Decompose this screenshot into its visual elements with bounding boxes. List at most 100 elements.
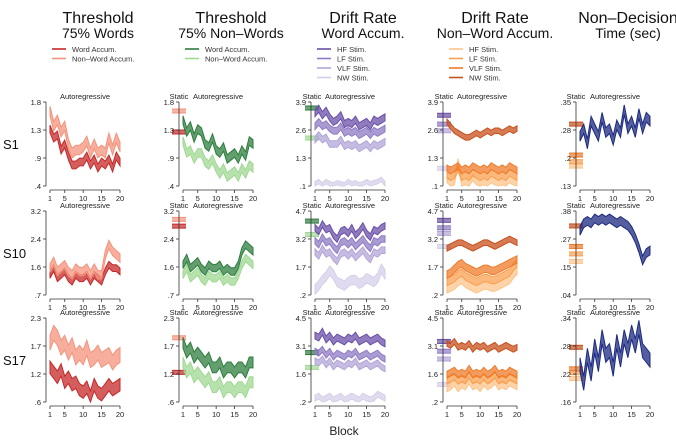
autoregressive-label: Autoregressive [60,92,110,101]
y-tick-label: .16 [561,398,571,407]
static-marker [305,219,319,224]
x-tick-label: 1 [181,410,185,419]
series-band-3 [314,131,386,153]
series-band-1 [314,219,386,244]
y-tick-label: .34 [561,314,571,323]
x-tick-label: 1 [181,194,185,203]
y-tick-label: .1 [432,182,438,191]
autoregressive-label: Autoregressive [590,92,640,101]
series-band-4 [446,117,518,141]
series-band-4 [446,337,518,354]
y-tick-label: 2.3 [164,314,174,323]
series-band-1 [579,104,651,149]
y-tick-label: .04 [561,291,571,300]
y-tick-label: .2 [300,398,306,407]
y-tick-label: 3.1 [296,342,306,351]
x-tick-label: 15 [230,410,238,419]
y-tick-label: 1.7 [428,263,438,272]
x-tick-label: 5 [593,194,597,203]
x-tick-label: 1 [578,194,582,203]
static-label: Static [435,92,454,101]
legend-label: Non–Word Accum. [205,55,267,64]
static-marker [437,113,451,118]
legend-label: Word Accum. [72,45,116,54]
column-title-1: Threshold [62,10,133,27]
y-tick-label: .9 [168,154,174,163]
x-tick-label: 20 [646,410,654,419]
x-tick-label: 1 [313,410,317,419]
static-label: Static [170,92,189,101]
x-tick-label: 10 [79,410,87,419]
legend-label: LF Stim. [337,55,365,64]
y-tick-label: .4 [35,182,41,191]
static-label: Static [567,308,586,317]
static-marker [305,106,319,110]
autoregressive-label: Autoregressive [193,201,243,210]
x-tick-label: 1 [313,303,317,312]
x-tick-label: 15 [230,303,238,312]
x-tick-label: 20 [249,410,257,419]
x-tick-label: 5 [196,410,200,419]
x-tick-label: 5 [593,410,597,419]
y-tick-label: 1.6 [428,370,438,379]
series-band-2 [49,106,121,160]
static-label: Static [435,201,454,210]
y-tick-label: 4.7 [428,207,438,216]
static-marker [305,350,319,355]
legend-label: VLF Stim. [337,64,370,73]
x-tick-label: 15 [494,194,502,203]
x-tick-label: 5 [328,410,332,419]
static-label: Static [435,308,454,317]
static-marker [437,218,451,223]
x-tick-label: 15 [362,410,370,419]
column-subtitle-2: 75% Non–Words [178,25,284,41]
static-marker [437,122,451,127]
autoregressive-label: Autoregressive [60,308,110,317]
x-tick-label: 10 [344,303,352,312]
series-band-2 [182,253,254,287]
y-tick-label: .15 [561,263,571,272]
autoregressive-label: Autoregressive [457,201,507,210]
series-band-4 [446,235,518,252]
x-tick-label: 15 [494,303,502,312]
legend-label: NW Stim. [469,74,501,83]
y-tick-label: 1.8 [31,98,41,107]
series-band-3 [314,244,386,266]
x-tick-label: 15 [362,194,370,203]
x-tick-label: 15 [97,194,105,203]
static-marker [437,128,451,133]
static-marker [437,339,451,344]
x-tick-label: 20 [116,303,124,312]
column-title-4: Drift Rate [461,10,529,27]
x-tick-label: 20 [381,410,389,419]
autoregressive-label: Autoregressive [457,92,507,101]
x-tick-label: 1 [48,194,52,203]
y-tick-label: .7 [168,291,174,300]
y-tick-label: 1.7 [31,342,41,351]
y-tick-label: 3.2 [164,207,174,216]
y-tick-label: 1.7 [164,342,174,351]
autoregressive-label: Autoregressive [60,201,110,210]
autoregressive-label: Autoregressive [325,201,375,210]
legend-label: Word Accum. [205,45,249,54]
x-tick-label: 5 [328,194,332,203]
series-band-2 [182,356,254,399]
static-label: Static [567,201,586,210]
y-tick-label: .38 [561,207,571,216]
static-marker [305,232,319,237]
x-tick-label: 15 [97,410,105,419]
static-label: Static [170,201,189,210]
x-tick-label: 20 [513,303,521,312]
x-tick-label: 20 [381,194,389,203]
static-marker [305,365,319,370]
series-band-4 [314,263,386,296]
x-tick-label: 20 [513,194,521,203]
legend-label: HF Stim. [337,45,366,54]
y-tick-label: 2.4 [31,235,41,244]
autoregressive-label: Autoregressive [457,308,507,317]
